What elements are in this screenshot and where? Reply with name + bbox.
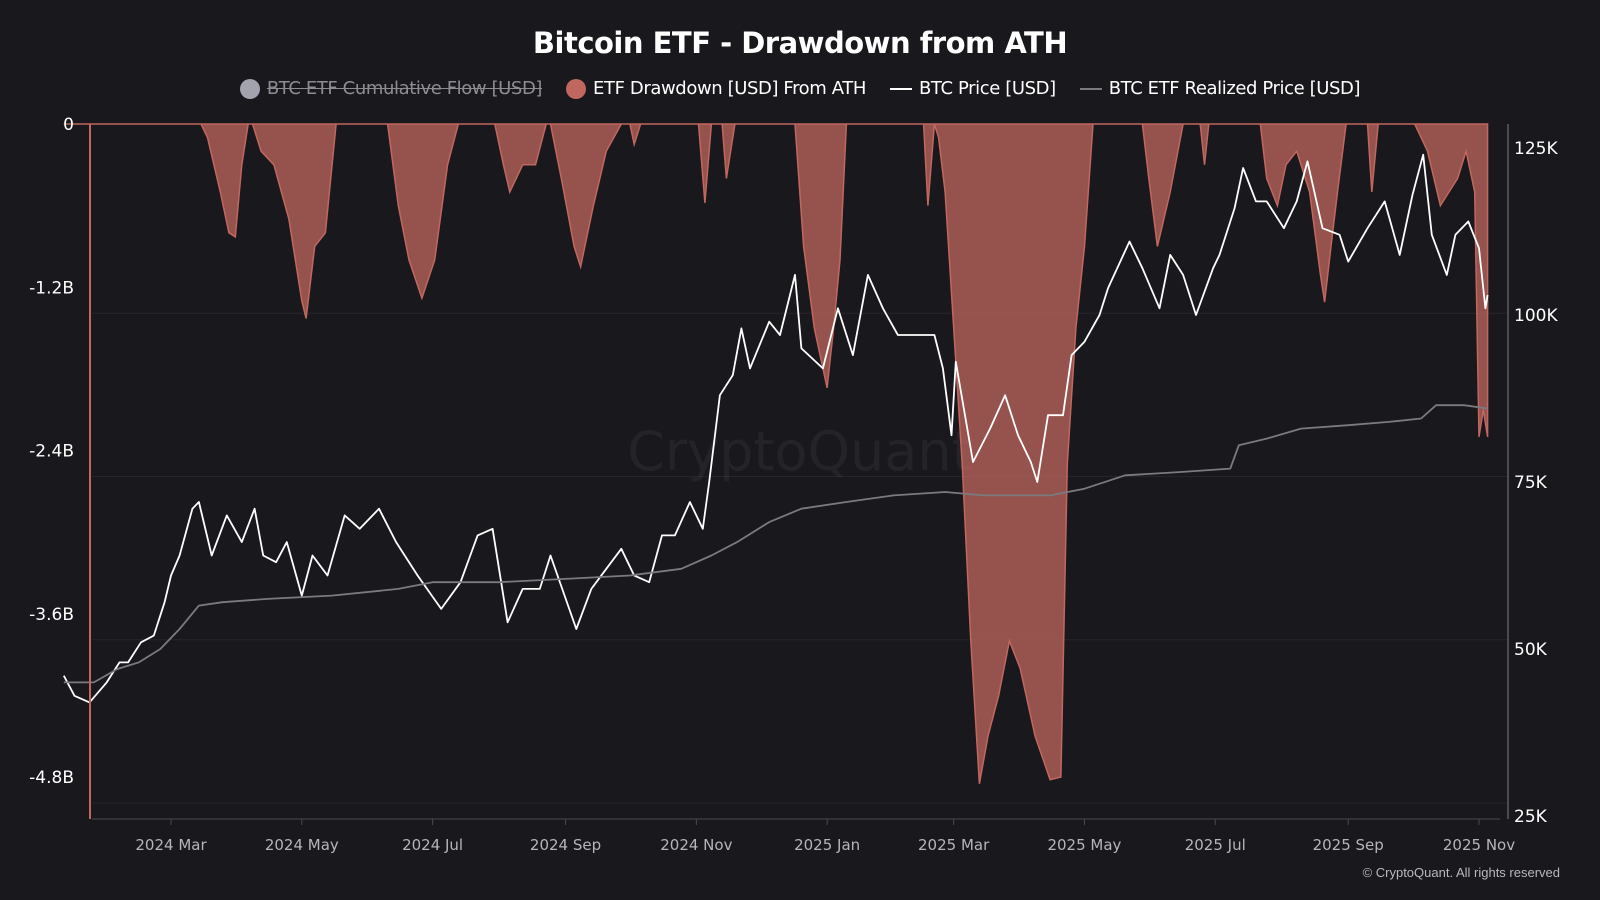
x-tick-label: 2024 Sep bbox=[530, 836, 601, 854]
x-tick-label: 2024 Mar bbox=[135, 836, 207, 854]
x-tick-label: 2025 May bbox=[1047, 836, 1121, 854]
btc-price-line bbox=[63, 153, 1489, 704]
realized-price-line bbox=[63, 404, 1488, 684]
legend-label: ETF Drawdown [USD] From ATH bbox=[593, 78, 866, 99]
x-tick-label: 2025 Mar bbox=[918, 836, 990, 854]
drawdown-area bbox=[63, 123, 1489, 784]
y-right-tick-label: 25K bbox=[1514, 807, 1548, 827]
x-tick-label: 2025 Jul bbox=[1185, 836, 1246, 854]
legend-item-drawdown[interactable]: ETF Drawdown [USD] From ATH bbox=[566, 78, 866, 99]
y-left-tick-label: -3.6B bbox=[29, 605, 74, 625]
legend: BTC ETF Cumulative Flow [USD] ETF Drawdo… bbox=[0, 78, 1600, 99]
y-right-tick-label: 100K bbox=[1514, 306, 1558, 326]
legend-label: BTC ETF Realized Price [USD] bbox=[1108, 78, 1361, 99]
y-left-tick-label: -4.8B bbox=[29, 768, 74, 788]
legend-marker-circle bbox=[566, 78, 587, 99]
watermark: CryptoQuant bbox=[627, 420, 973, 483]
y-right-tick-label: 50K bbox=[1514, 640, 1548, 660]
x-tick-label: 2024 May bbox=[265, 836, 339, 854]
x-tick-label: 2025 Jan bbox=[794, 836, 860, 854]
copyright: © CryptoQuant. All rights reserved bbox=[1362, 865, 1560, 880]
legend-marker-line bbox=[1079, 87, 1102, 90]
x-tick-label: 2024 Jul bbox=[402, 836, 463, 854]
series-layer bbox=[63, 123, 1489, 784]
y-left-tick-label: -2.4B bbox=[29, 442, 74, 462]
y-right-tick-label: 125K bbox=[1514, 139, 1558, 159]
legend-label: BTC Price [USD] bbox=[918, 78, 1056, 99]
legend-marker-circle bbox=[239, 78, 260, 99]
y-left-tick-label: -1.2B bbox=[29, 278, 74, 298]
legend-item-realized-price[interactable]: BTC ETF Realized Price [USD] bbox=[1079, 78, 1361, 99]
y-left-tick-label: 0 bbox=[63, 115, 74, 135]
axes: 0 -1.2B -2.4B -3.6B -4.8B 125K 100K 75K 50K 25K 20… bbox=[29, 115, 1558, 854]
legend-marker-line bbox=[889, 87, 912, 90]
legend-item-btc-price[interactable]: BTC Price [USD] bbox=[889, 78, 1056, 99]
x-tick-label: 2024 Nov bbox=[660, 836, 732, 854]
grid bbox=[92, 312, 1508, 804]
legend-label: BTC ETF Cumulative Flow [USD] bbox=[266, 78, 543, 99]
y-right-tick-label: 75K bbox=[1514, 473, 1548, 493]
x-tick-label: 2025 Sep bbox=[1313, 836, 1384, 854]
legend-item-cumulative-flow[interactable]: BTC ETF Cumulative Flow [USD] bbox=[239, 78, 543, 99]
x-tick-label: 2025 Nov bbox=[1443, 836, 1515, 854]
chart-title: Bitcoin ETF - Drawdown from ATH bbox=[532, 26, 1068, 60]
